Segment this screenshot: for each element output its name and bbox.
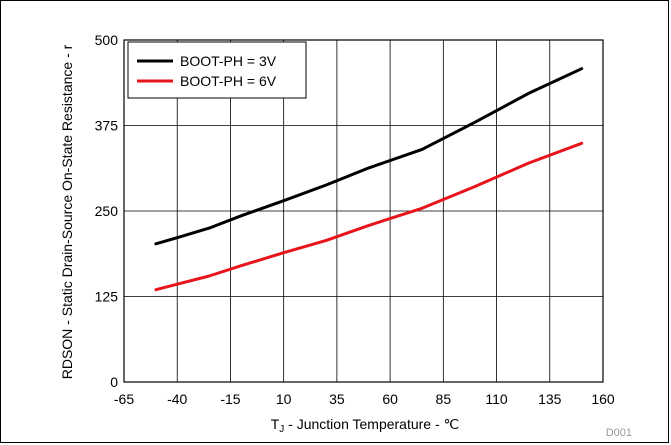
y-tick-label: 125 xyxy=(95,289,119,305)
x-tick-label: 35 xyxy=(329,391,345,407)
x-axis-title: TJ - Junction Temperature - ℃ xyxy=(271,416,460,435)
y-tick-label: 500 xyxy=(95,32,119,48)
legend: BOOT-PH = 3V BOOT-PH = 6V xyxy=(127,41,307,99)
y-tick-label: 250 xyxy=(95,203,119,219)
x-tick-label: 60 xyxy=(382,391,398,407)
x-tick-label: 135 xyxy=(538,391,562,407)
x-tick-label: 85 xyxy=(436,391,452,407)
figure-code: D001 xyxy=(606,427,632,439)
x-tick-labels: -65 -40 -15 10 35 60 85 110 135 160 xyxy=(114,391,615,407)
y-axis-title: RDSON - Static Drain-Source On-State Res… xyxy=(59,44,75,379)
x-axis-title-main: T xyxy=(271,416,280,432)
y-tick-label: 0 xyxy=(110,374,118,390)
x-tick-label: -15 xyxy=(220,391,240,407)
legend-box xyxy=(127,41,307,99)
y-tick-label: 375 xyxy=(95,118,119,134)
x-tick-label: -65 xyxy=(114,391,134,407)
x-axis-title-rest: - Junction Temperature - ℃ xyxy=(284,416,459,432)
legend-label-3v: BOOT-PH = 3V xyxy=(180,53,277,69)
series-lines xyxy=(154,67,584,292)
x-tick-label: 110 xyxy=(485,391,508,407)
plot-area xyxy=(123,39,604,383)
x-tick-label: 10 xyxy=(276,391,292,407)
y-tick-labels: 0 125 250 375 500 xyxy=(95,32,119,390)
series-line-3v xyxy=(154,67,584,246)
x-axis-title-subscript: J xyxy=(279,424,284,435)
series-line-6v xyxy=(154,141,584,292)
x-tick-label: 160 xyxy=(591,391,615,407)
x-tick-label: -40 xyxy=(167,391,187,407)
legend-label-6v: BOOT-PH = 6V xyxy=(180,73,277,89)
